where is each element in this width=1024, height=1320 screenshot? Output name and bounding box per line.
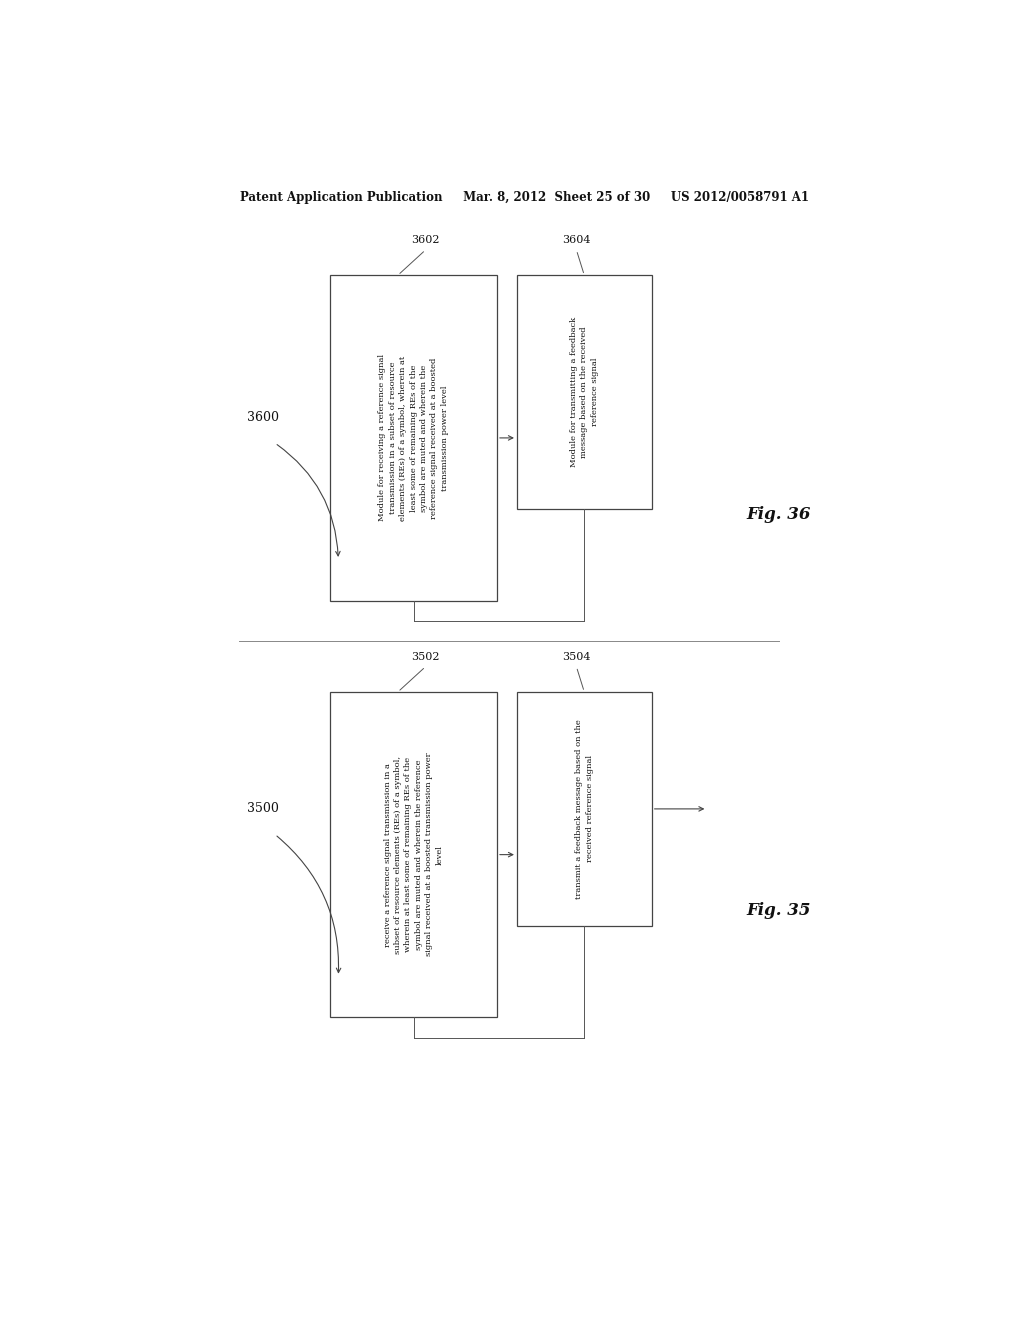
Text: receive a reference signal transmission in a
subset of resource elements (REs) o: receive a reference signal transmission …	[384, 752, 443, 957]
Text: Patent Application Publication     Mar. 8, 2012  Sheet 25 of 30     US 2012/0058: Patent Application Publication Mar. 8, 2…	[241, 190, 809, 203]
Text: 3604: 3604	[562, 235, 591, 244]
Text: transmit a feedback message based on the
received reference signal: transmit a feedback message based on the…	[575, 719, 594, 899]
Text: 3502: 3502	[412, 652, 440, 661]
Bar	[331, 276, 497, 601]
Text: Module for transmitting a feedback
message based on the received
reference signa: Module for transmitting a feedback messa…	[570, 317, 599, 467]
Text: 3504: 3504	[562, 652, 591, 661]
Text: 3602: 3602	[412, 235, 440, 244]
Text: Fig. 36: Fig. 36	[746, 506, 811, 523]
Text: Fig. 35: Fig. 35	[746, 902, 811, 919]
Text: 3500: 3500	[247, 803, 279, 816]
Bar	[331, 692, 497, 1018]
Text: Module for receiving a reference signal
transmission in a subset of resource
ele: Module for receiving a reference signal …	[379, 354, 449, 521]
Text: 3600: 3600	[247, 411, 279, 424]
Bar	[517, 692, 652, 925]
Bar	[517, 276, 652, 510]
